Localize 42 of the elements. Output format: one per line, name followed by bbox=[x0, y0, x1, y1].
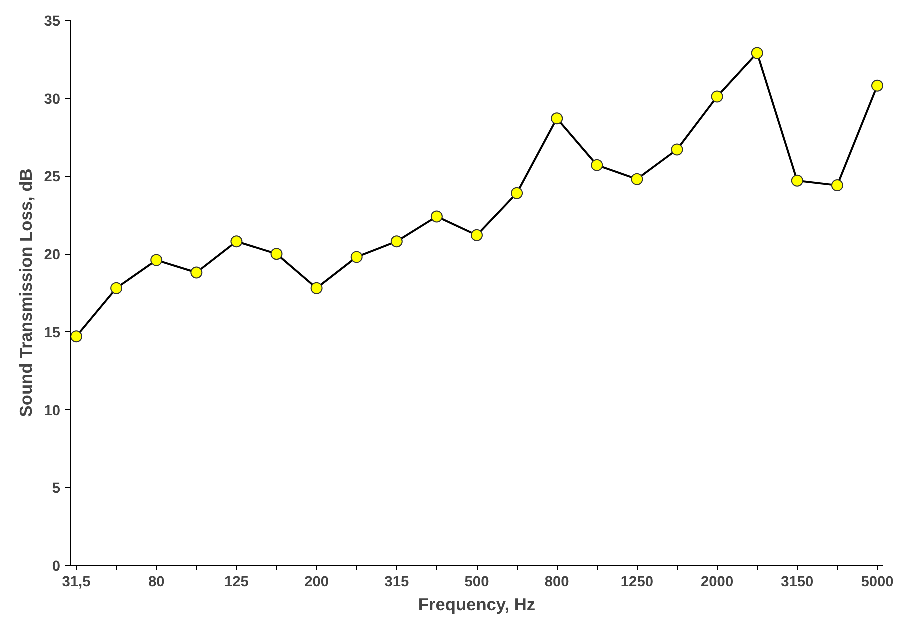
point bbox=[350, 251, 363, 264]
x-tick-label: 31,5 bbox=[62, 574, 91, 590]
point bbox=[591, 159, 604, 172]
y-axis-title: Sound Transmission Loss, dB bbox=[16, 168, 36, 418]
y-tick-label: 0 bbox=[52, 559, 61, 575]
point bbox=[711, 90, 724, 103]
x-axis-title: Frequency, Hz bbox=[418, 594, 536, 614]
y-tick-label: 5 bbox=[52, 481, 61, 498]
y-tick-label: 30 bbox=[44, 92, 61, 108]
point bbox=[511, 187, 524, 200]
x-tick-label: 125 bbox=[224, 574, 249, 590]
x-tick-label: 315 bbox=[384, 574, 410, 590]
y-tick-label: 15 bbox=[44, 325, 61, 342]
y-tick-label: 20 bbox=[44, 248, 61, 264]
point bbox=[430, 210, 443, 223]
point bbox=[871, 80, 884, 92]
x-tick-label: 5000 bbox=[861, 574, 894, 590]
x-tick-label: 3150 bbox=[781, 574, 814, 590]
point bbox=[270, 248, 283, 260]
point bbox=[791, 174, 804, 187]
point bbox=[631, 173, 644, 186]
x-tick-label: 800 bbox=[544, 574, 570, 590]
point bbox=[471, 229, 483, 242]
x-tick-label: 500 bbox=[464, 574, 490, 590]
point bbox=[551, 112, 564, 125]
point bbox=[150, 254, 163, 266]
point bbox=[70, 330, 83, 343]
x-tick-label: 80 bbox=[148, 574, 165, 590]
y-tick-label: 10 bbox=[44, 403, 61, 420]
point bbox=[110, 282, 123, 294]
x-tick-label: 1250 bbox=[620, 574, 654, 590]
point bbox=[390, 236, 403, 248]
point bbox=[230, 236, 243, 248]
point bbox=[751, 47, 764, 60]
x-tick-label: 200 bbox=[304, 574, 330, 590]
x-tick-label: 2000 bbox=[700, 574, 734, 590]
point bbox=[831, 180, 844, 192]
point bbox=[310, 282, 323, 294]
y-tick-label: 25 bbox=[44, 170, 61, 186]
point bbox=[671, 144, 684, 156]
point bbox=[190, 266, 203, 279]
y-tick-label: 35 bbox=[44, 14, 61, 30]
